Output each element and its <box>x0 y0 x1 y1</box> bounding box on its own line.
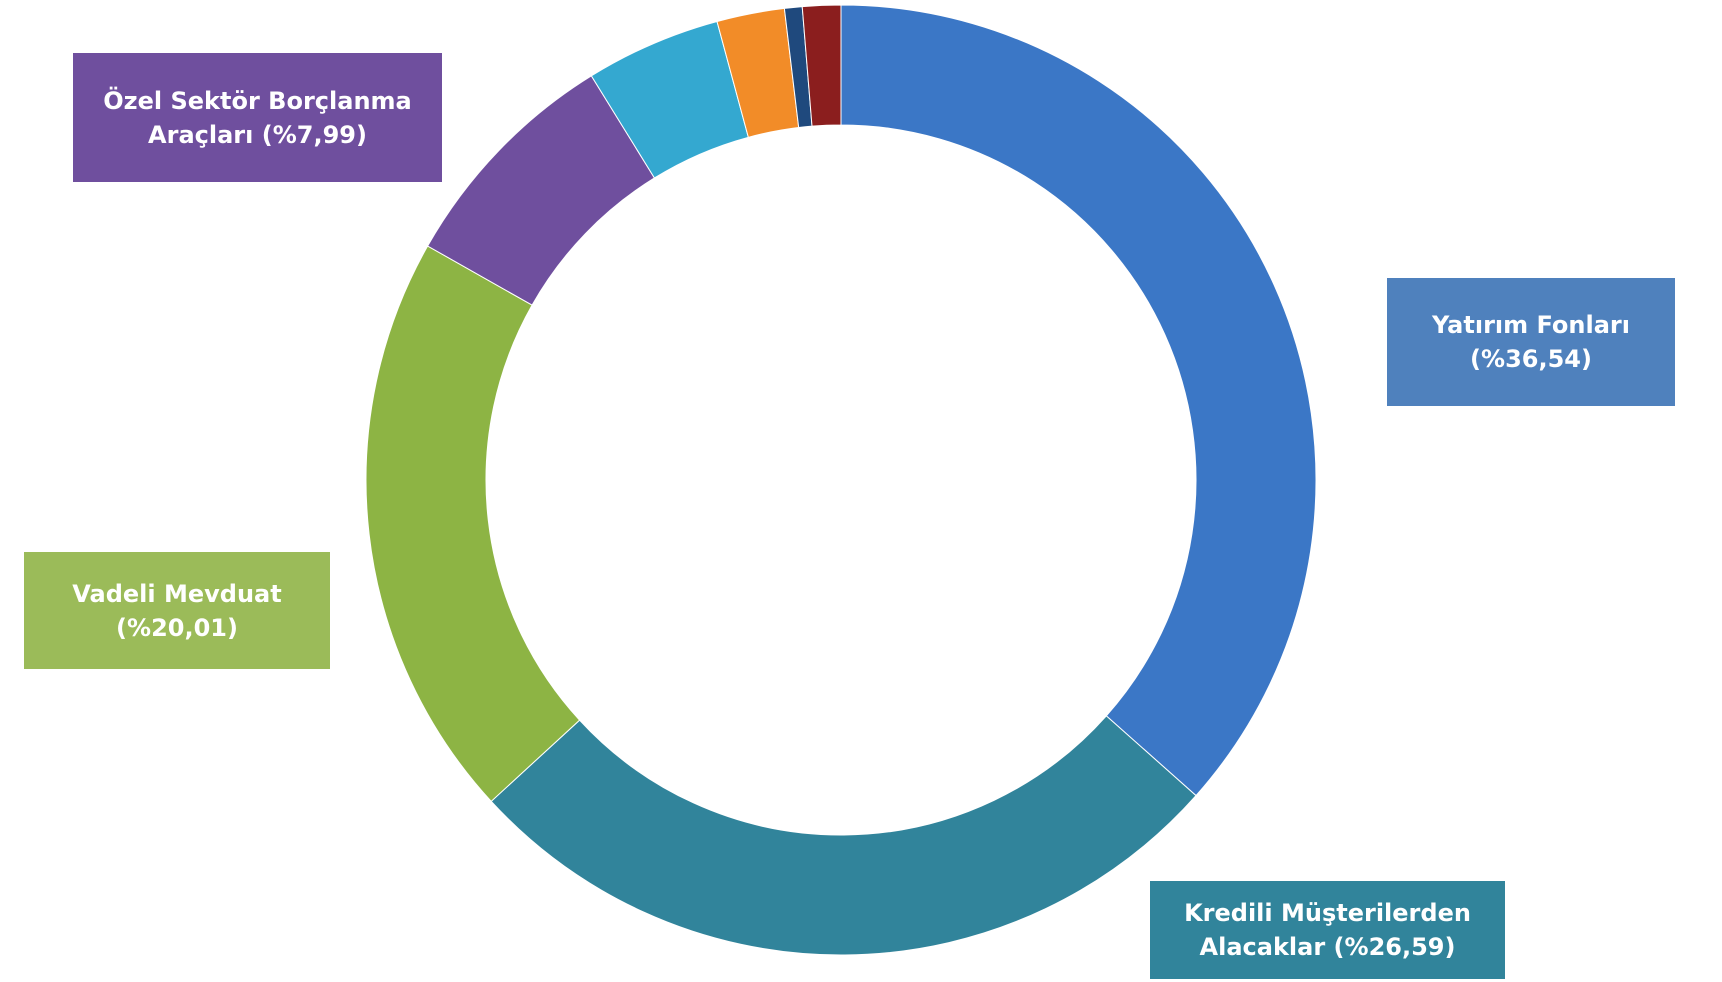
value-label: (%36,54) <box>1470 345 1592 373</box>
category-label: Vadeli Mevduat <box>72 579 282 608</box>
value-label: (%20,01) <box>116 613 238 642</box>
segment-label: Kredili Müşterilerden Alacaklar (%26,59) <box>1150 881 1505 979</box>
value-label: (%7,99) <box>261 120 367 149</box>
donut-segment <box>840 4 1317 797</box>
category-label: Yatırım Fonları <box>1432 311 1630 339</box>
segment-label: Özel Sektör Borçlanma Araçları (%7,99) <box>73 53 442 182</box>
segment-label: Yatırım Fonları (%36,54) <box>1387 278 1675 406</box>
category-label: Özel Sektör Borçlanma Araçları <box>103 86 412 149</box>
donut-segment <box>490 715 1197 956</box>
value-label: (%26,59) <box>1333 933 1456 961</box>
category-label: Kredili Müşterilerden Alacaklar <box>1184 899 1471 961</box>
donut-segment <box>365 245 581 803</box>
donut-segment <box>801 4 842 127</box>
segment-label: Vadeli Mevduat (%20,01) <box>24 552 330 669</box>
